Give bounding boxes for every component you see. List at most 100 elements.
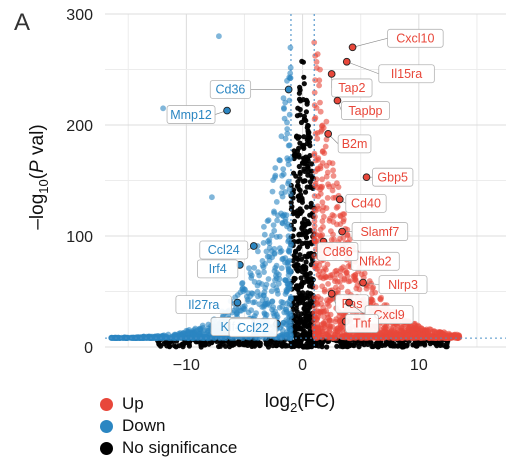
gene-label: Tapbp: [348, 104, 382, 118]
ns-point: [346, 343, 352, 349]
data-points: [108, 33, 463, 350]
up-point: [333, 316, 340, 322]
down-point: [260, 264, 267, 271]
down-point: [287, 295, 294, 302]
down-point: [186, 335, 192, 341]
gene-label-box: [351, 222, 409, 241]
gene-label: Mmp12: [170, 108, 212, 122]
down-point: [251, 299, 258, 305]
ns-point: [303, 109, 309, 115]
ns-point: [299, 279, 305, 286]
ns-point: [265, 344, 272, 350]
gene-label-box: [387, 28, 444, 48]
up-point: [434, 329, 440, 336]
down-point: [254, 282, 261, 289]
down-point: [168, 334, 175, 340]
down-point: [269, 298, 276, 305]
up-point: [311, 253, 318, 259]
up-point: [340, 211, 346, 218]
ns-point: [296, 96, 303, 102]
ns-point: [388, 342, 394, 348]
up-point: [319, 199, 326, 206]
highlighted-point: [327, 70, 336, 78]
up-point: [321, 213, 327, 220]
ns-point: [306, 276, 312, 282]
highlighted-point: [345, 298, 353, 307]
ns-point: [176, 343, 182, 349]
down-point: [274, 217, 280, 224]
down-point: [279, 193, 286, 200]
up-point: [317, 66, 323, 73]
highlighted-point: [359, 278, 367, 287]
ns-point: [301, 321, 307, 327]
up-point: [311, 89, 318, 96]
highlighted-point: [223, 106, 231, 115]
down-point: [255, 293, 261, 300]
highlighted-point: [338, 227, 346, 236]
down-point: [280, 299, 286, 306]
ns-point: [404, 343, 410, 349]
ns-point: [297, 252, 303, 258]
highlighted-point: [333, 96, 342, 105]
ns-point: [320, 339, 326, 345]
up-point: [451, 332, 457, 338]
down-point: [264, 218, 271, 225]
down-point: [285, 180, 291, 187]
legend: Up Down No significance: [100, 393, 237, 459]
gene-label: Slamf7: [360, 225, 399, 239]
ns-point: [304, 204, 310, 210]
down-point: [239, 280, 246, 286]
up-point: [324, 169, 331, 176]
up-point: [383, 325, 389, 331]
up-point: [319, 176, 325, 183]
ns-point: [301, 81, 307, 87]
down-point: [284, 155, 291, 162]
up-point: [313, 176, 320, 183]
down-point: [276, 233, 283, 240]
gene-label: Nlrp3: [388, 278, 418, 292]
ns-point: [375, 341, 381, 347]
up-point: [320, 275, 327, 282]
ns-point: [307, 184, 313, 190]
ns-point: [297, 106, 303, 113]
ns-point: [305, 130, 311, 136]
up-point: [325, 281, 331, 287]
ns-point: [241, 342, 247, 348]
ns-point: [297, 206, 303, 212]
gene-label: Il27ra: [188, 298, 219, 312]
down-point: [275, 280, 282, 287]
up-point: [420, 335, 427, 341]
up-point: [323, 136, 330, 143]
up-point: [312, 213, 318, 220]
x-axis-title: log2(FC): [265, 391, 336, 415]
leader-line: [346, 61, 379, 75]
ns-point: [228, 341, 234, 347]
down-point: [271, 227, 278, 234]
ns-point: [298, 275, 304, 281]
up-point: [314, 301, 321, 308]
ns-point: [161, 341, 167, 347]
down-point: [280, 95, 287, 102]
down-point: [247, 270, 254, 277]
ns-point: [302, 302, 308, 308]
down-point: [285, 247, 292, 254]
ns-point: [307, 228, 313, 234]
down-point: [259, 258, 266, 264]
down-point: [282, 189, 289, 195]
up-point: [317, 226, 324, 233]
down-point: [244, 293, 250, 300]
ns-point: [307, 153, 313, 159]
gene-label: Ccl24: [208, 243, 240, 257]
up-point: [437, 333, 444, 340]
ns-point: [290, 233, 296, 239]
ns-point: [303, 118, 309, 124]
down-point: [276, 157, 283, 163]
ns-point: [294, 319, 300, 325]
ns-point: [301, 74, 307, 80]
up-point: [313, 59, 320, 65]
highlighted-point: [327, 289, 336, 298]
up-point: [341, 275, 348, 282]
up-point: [345, 263, 352, 270]
gene-label: Ccl22: [237, 321, 269, 335]
up-point: [316, 309, 323, 316]
